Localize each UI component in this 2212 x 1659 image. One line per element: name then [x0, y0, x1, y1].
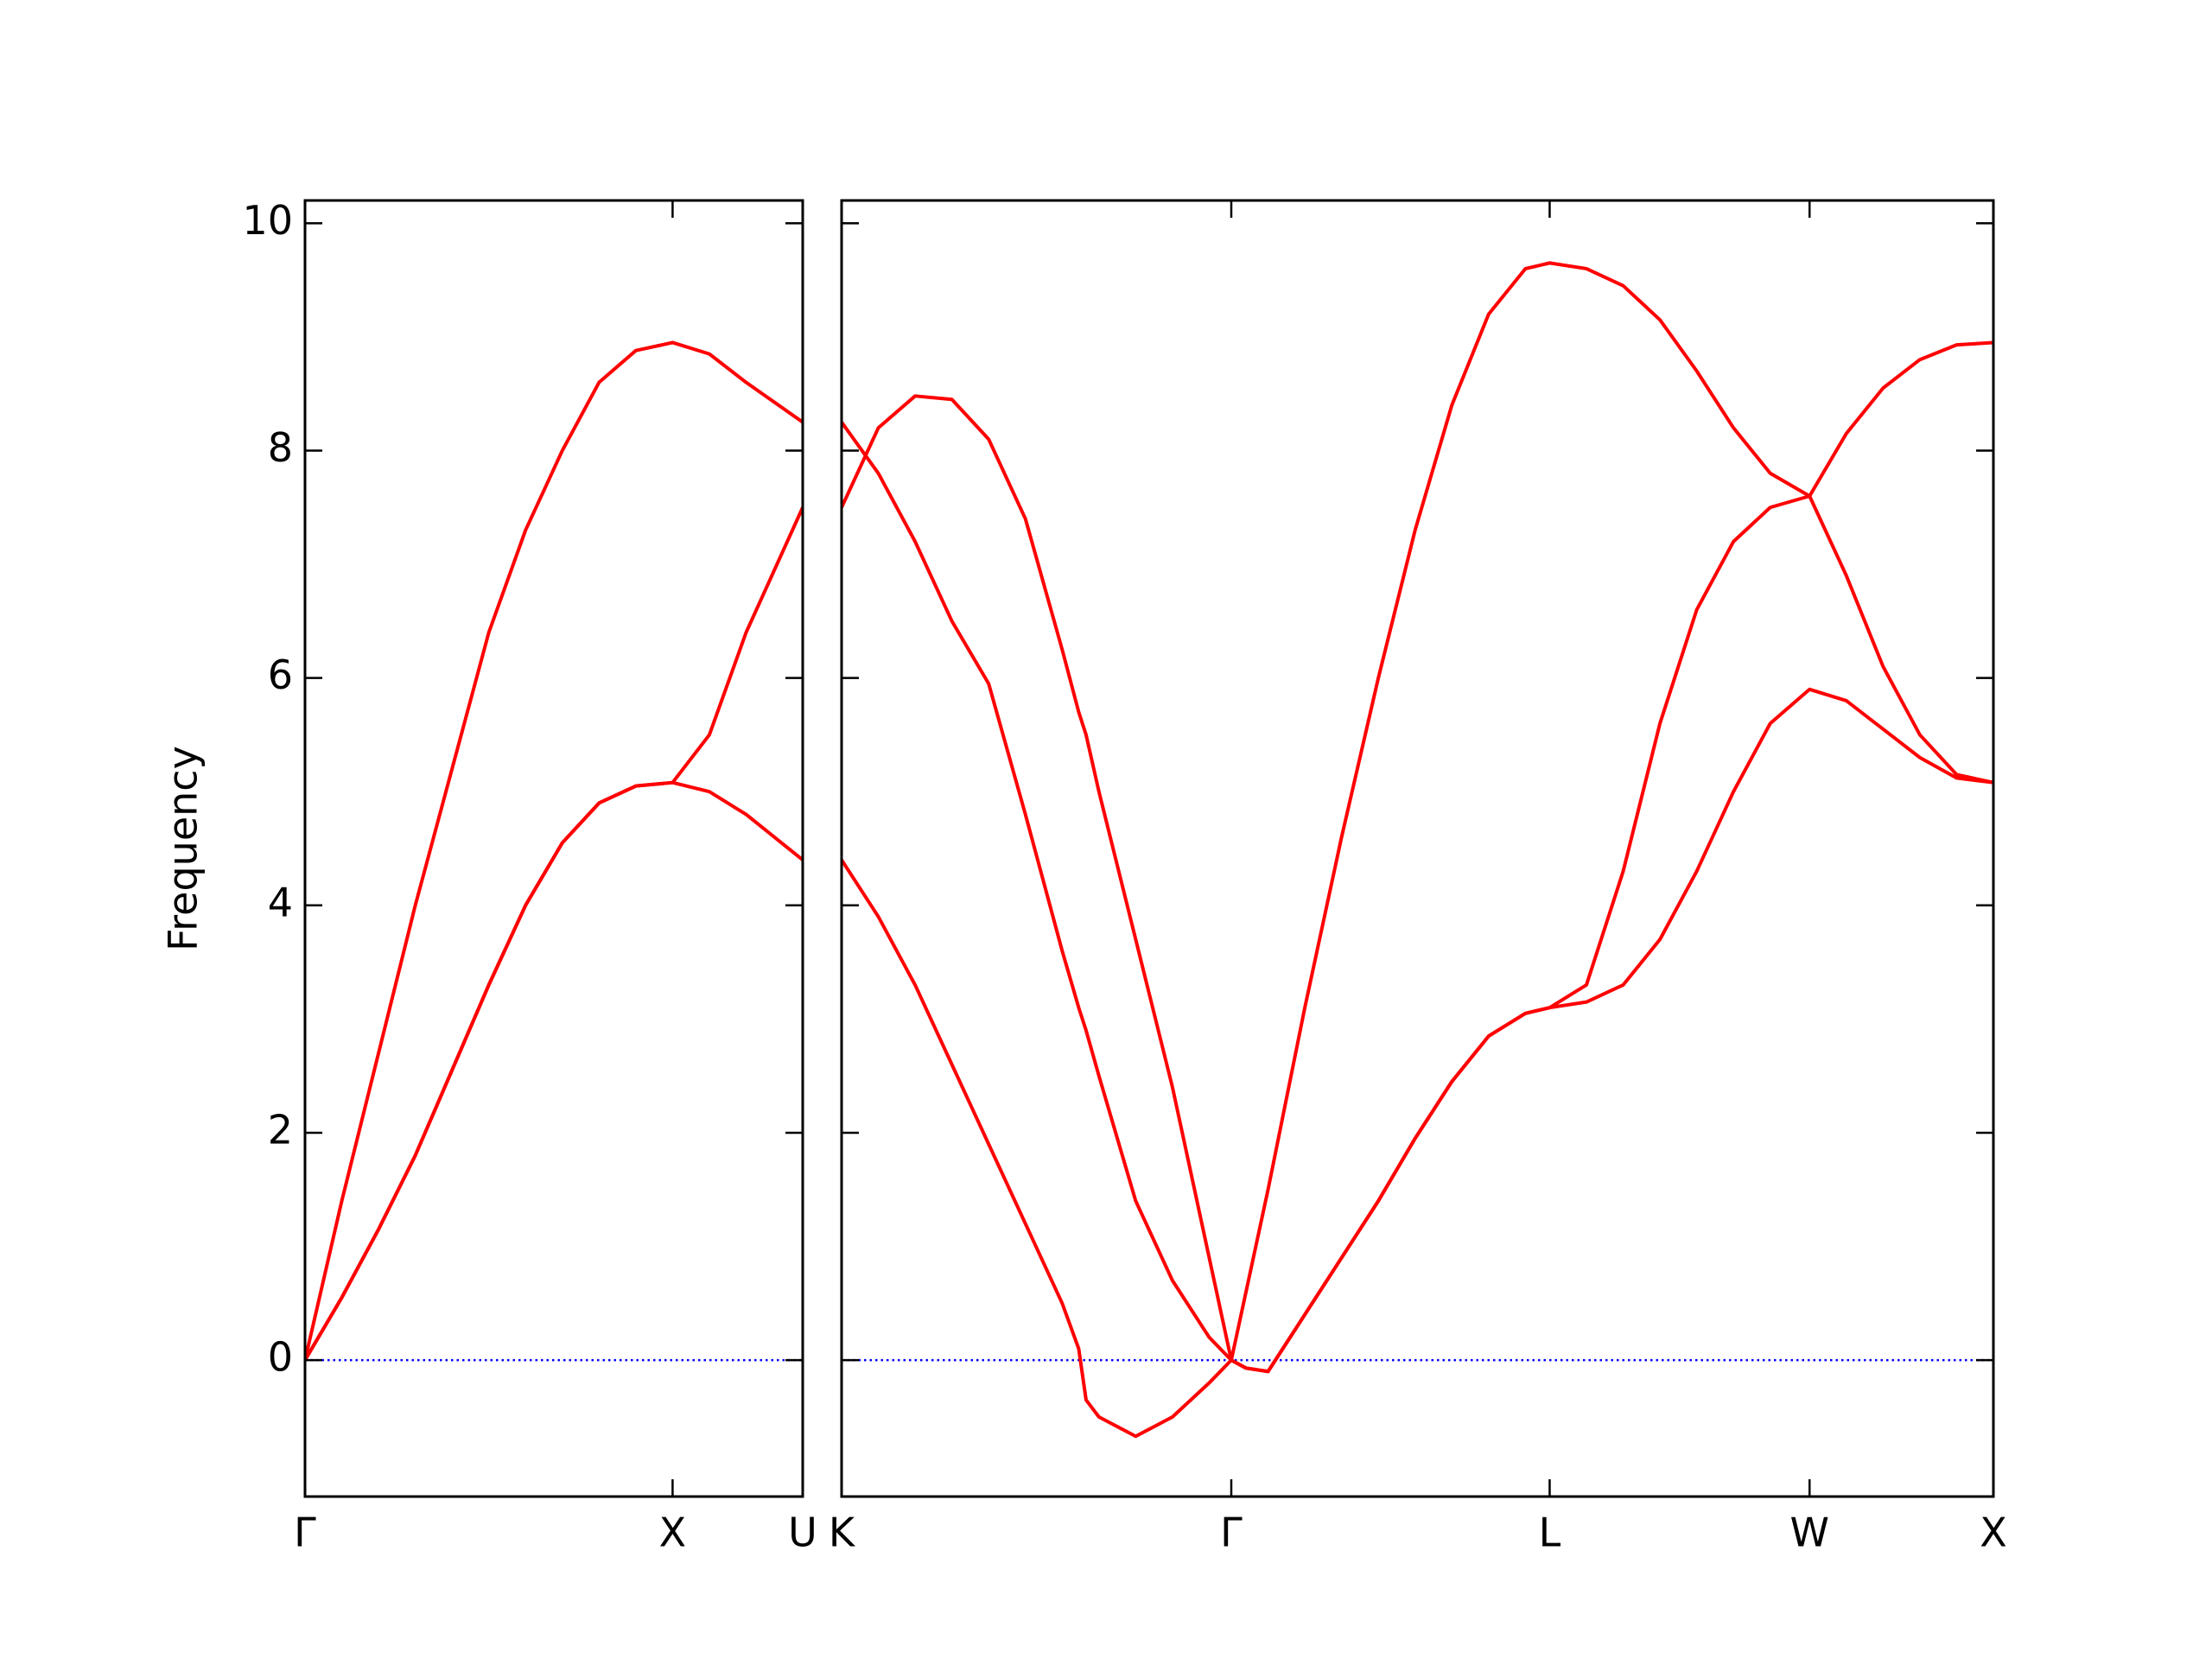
y-tick-label: 10 [242, 197, 293, 244]
band-line [842, 687, 1993, 1439]
x-tick-label: X [1980, 1510, 2007, 1556]
y-tick-label: 0 [268, 1334, 293, 1381]
plot-frame [303, 199, 804, 1498]
band-line [842, 421, 1993, 1374]
x-tick-label: L [1539, 1510, 1561, 1556]
band-line [305, 780, 803, 1362]
y-tick-label: 4 [268, 879, 293, 925]
y-tick-label: 8 [268, 424, 293, 471]
x-tick-label: X [659, 1510, 687, 1556]
x-tick-label: Γ [294, 1510, 316, 1556]
y-tick-label: 6 [268, 652, 293, 698]
band-line [842, 261, 1993, 1363]
x-tick-label: W [1790, 1510, 1829, 1556]
x-tick-label: Γ [1220, 1510, 1243, 1556]
band-line [305, 506, 803, 1362]
x-tick-label: K [829, 1510, 856, 1556]
y-axis-label: Frequency [160, 746, 207, 951]
plot-frame [840, 199, 1995, 1498]
band-line [305, 340, 803, 1361]
x-tick-label: U [788, 1510, 817, 1556]
y-tick-label: 2 [268, 1106, 293, 1153]
